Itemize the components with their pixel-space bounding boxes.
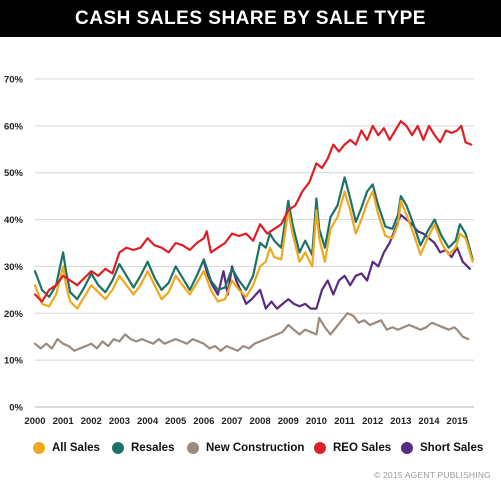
x-tick-label: 2004 <box>137 416 159 427</box>
x-tick-label: 2014 <box>418 416 440 427</box>
y-tick-label: 20% <box>4 309 24 320</box>
legend: All Sales Resales New Construction REO S… <box>0 437 501 459</box>
legend-label-all-sales: All Sales <box>52 442 100 454</box>
series-line-all-sales <box>33 190 474 310</box>
chart-title: CASH SALES SHARE BY SALE TYPE <box>75 7 426 29</box>
x-tick-label: 2013 <box>390 416 411 427</box>
series-line-new-construction <box>33 312 470 352</box>
legend-item-reo-sales: REO Sales <box>314 437 391 459</box>
y-tick-label: 30% <box>4 262 24 273</box>
x-tick-label: 2007 <box>221 416 242 427</box>
x-tick-label: 2009 <box>278 416 299 427</box>
legend-swatch-resales <box>112 442 124 454</box>
legend-label-resales: Resales <box>131 442 175 454</box>
x-tick-label: 2000 <box>24 416 45 427</box>
legend-swatch-short-sales <box>401 442 413 454</box>
x-tick-label: 2011 <box>334 416 355 427</box>
y-tick-label: 50% <box>4 168 24 179</box>
title-bar: CASH SALES SHARE BY SALE TYPE <box>0 0 501 37</box>
legend-label-short-sales: Short Sales <box>420 442 484 454</box>
y-tick-label: 40% <box>4 215 24 226</box>
y-tick-label: 10% <box>4 356 24 367</box>
legend-swatch-new-construction <box>187 442 199 454</box>
legend-item-short-sales: Short Sales <box>401 437 483 459</box>
copyright-text: © 2015 AGENT PUBLISHING <box>373 470 491 480</box>
legend-item-new-construction: New Construction <box>187 437 304 459</box>
legend-swatch-reo-sales <box>314 442 326 454</box>
x-tick-label: 2003 <box>109 416 130 427</box>
x-tick-label: 2002 <box>81 416 102 427</box>
x-tick-label: 2012 <box>362 416 383 427</box>
series-lines <box>33 120 474 352</box>
legend-item-all-sales: All Sales <box>33 437 100 459</box>
x-tick-label: 2010 <box>306 416 327 427</box>
x-tick-label: 2015 <box>447 416 469 427</box>
legend-item-resales: Resales <box>112 437 174 459</box>
y-tick-label: 0% <box>9 403 23 414</box>
x-tick-labels: 2000 2001 2002 2003 2004 2005 2006 2007 2008 2009… <box>24 416 468 427</box>
x-tick-label: 2008 <box>250 416 271 427</box>
x-tick-label: 2006 <box>193 416 214 427</box>
legend-swatch-all-sales <box>33 442 45 454</box>
gridlines <box>35 78 474 408</box>
x-tick-label: 2001 <box>53 416 75 427</box>
legend-label-reo-sales: REO Sales <box>333 442 392 454</box>
legend-label-new-construction: New Construction <box>206 442 305 454</box>
y-tick-label: 60% <box>4 121 24 132</box>
x-tick-label: 2005 <box>165 416 187 427</box>
series-line-reo-sales <box>33 120 473 303</box>
y-tick-labels: 0% 10% 20% 30% 40% 50% 60% 70% <box>4 75 24 414</box>
y-tick-label: 70% <box>4 75 24 86</box>
